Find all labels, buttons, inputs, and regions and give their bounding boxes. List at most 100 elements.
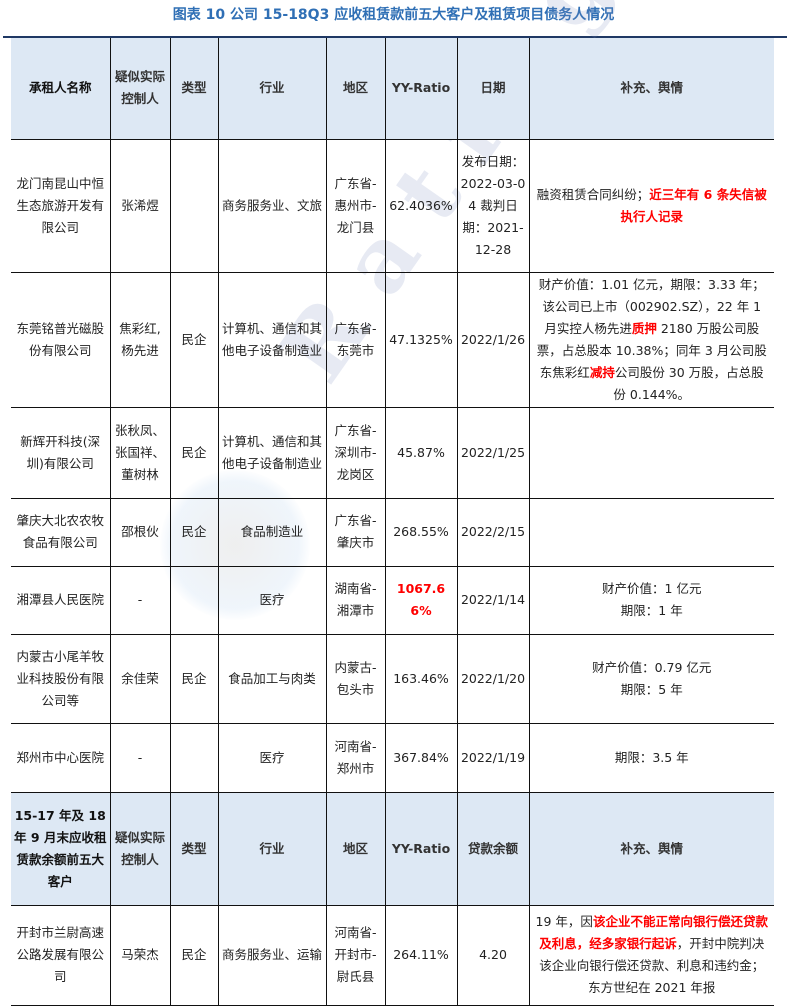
cell-lessee-name: 肇庆大北农农牧食品有限公司 <box>11 498 110 567</box>
cell-type <box>169 566 218 635</box>
cell-industry: 食品制造业 <box>217 498 326 567</box>
cell-date: 2022/1/19 <box>456 723 529 793</box>
cell-date: 2022/1/14 <box>456 566 529 635</box>
cell-yy-ratio: 62.4036% <box>384 139 457 273</box>
header-row-2: 15-17 年及 18 年 9 月末应收租赁款余额前五大客户 疑似实际控制人 类型行… <box>11 792 774 906</box>
cell-industry: 食品加工与肉类 <box>217 634 326 724</box>
remark-highlight: 减持 <box>589 364 615 380</box>
header-type: 类型 <box>169 792 218 906</box>
header-region: 地区 <box>325 38 385 140</box>
remark-text: 公司股份 30 万股，占总股份 0.144%。 <box>613 364 764 402</box>
cell-date: 4.20 <box>456 905 529 1006</box>
header-remark: 补充、舆情 <box>528 38 774 140</box>
header-remark: 补充、舆情 <box>528 792 774 906</box>
cell-date: 2022/2/15 <box>456 498 529 567</box>
cell-controller: 张浠煜 <box>109 139 170 273</box>
header-lessee-name: 15-17 年及 18 年 9 月末应收租赁款余额前五大客户 <box>11 792 110 906</box>
cell-industry: 商务服务业、运输 <box>217 905 326 1006</box>
header-lessee-name: 承租人名称 <box>11 38 110 140</box>
cell-type: 民企 <box>169 272 218 408</box>
cell-controller: 邵根伙 <box>109 498 170 567</box>
header-yy-ratio: YY-Ratio <box>384 38 457 140</box>
cell-remark: 财产价值：1 亿元 期限：1 年 <box>528 566 774 635</box>
cell-controller: 张秋凤、张国祥、董树林 <box>109 407 170 499</box>
header-row: 承租人名称 疑似实际控制人 类型 行业 地区 YY-Ratio 日期 补充、舆情 <box>11 38 774 140</box>
table-row: 内蒙古小尾羊牧业科技股份有限公司等 余佳荣 民企 食品加工与肉类 内蒙古-包头市 163.… <box>11 634 774 724</box>
cell-region: 广东省-惠州市-龙门县 <box>325 139 385 273</box>
cell-type: 民企 <box>169 407 218 499</box>
cell-type: 民企 <box>169 905 218 1006</box>
header-type: 类型 <box>169 38 218 140</box>
title-divider <box>3 36 787 38</box>
cell-remark <box>528 407 774 499</box>
table-row: 开封市兰尉高速公路发展有限公司 马荣杰 民企 商务服务业、运输 河南省-开封市-尉氏县 2… <box>11 905 774 1006</box>
table-row: 肇庆大北农农牧食品有限公司 邵根伙 民企 食品制造业 广东省-肇庆市 268.55% 202… <box>11 498 774 567</box>
remark-text: 19 年，因 <box>535 914 593 929</box>
cell-controller: - <box>109 566 170 635</box>
header-controller: 疑似实际控制人 <box>109 38 170 140</box>
cell-type <box>169 723 218 793</box>
cell-remark: 财产价值：0.79 亿元 期限：5 年 <box>528 634 774 724</box>
cell-remark: 融资租赁合同纠纷；近三年有 6 条失信被执行人记录 <box>528 139 774 273</box>
cell-industry: 计算机、通信和其他电子设备制造业 <box>217 272 326 408</box>
cell-lessee-name: 新辉开科技(深圳)有限公司 <box>11 407 110 499</box>
cell-type: 民企 <box>169 498 218 567</box>
table-row: 新辉开科技(深圳)有限公司 张秋凤、张国祥、董树林 民企 计算机、通信和其他电子设备制… <box>11 407 774 499</box>
cell-industry: 医疗 <box>217 566 326 635</box>
header-date: 贷款余额 <box>456 792 529 906</box>
remark-text: 2180 万股公司股票，占总股本 10.38%；同年 3 月公司股东焦彩红 <box>536 320 767 380</box>
cell-yy-ratio: 367.84% <box>384 723 457 793</box>
cell-industry: 医疗 <box>217 723 326 793</box>
header-controller: 疑似实际控制人 <box>109 792 170 906</box>
remark-text: 财产价值：1 亿元 <box>602 581 702 596</box>
header-date: 日期 <box>456 38 529 140</box>
cell-lessee-name: 内蒙古小尾羊牧业科技股份有限公司等 <box>11 634 110 724</box>
cell-yy-ratio: 45.87% <box>384 407 457 499</box>
cell-controller: - <box>109 723 170 793</box>
cell-date: 发布日期：2022-03-04 裁判日期：2021-12-28 <box>456 139 529 273</box>
table-row: 东莞铭普光磁股份有限公司 焦彩红,杨先进 民企 计算机、通信和其他电子设备制造业 广东省… <box>11 272 774 408</box>
cell-controller: 焦彩红,杨先进 <box>109 272 170 408</box>
cell-yy-ratio: 264.11% <box>384 905 457 1006</box>
cell-controller: 马荣杰 <box>109 905 170 1006</box>
cell-region: 河南省-郑州市 <box>325 723 385 793</box>
remark-highlight: 该企业不能正常向银行偿还贷款及利息，经多家银行起诉 <box>539 914 768 951</box>
cell-type <box>169 139 218 273</box>
table-title: 图表 10 公司 15-18Q3 应收租赁款前五大客户及租赁项目债务人情况 <box>172 7 615 23</box>
cell-region: 河南省-开封市-尉氏县 <box>325 905 385 1006</box>
table-row: 郑州市中心医院 - 医疗 河南省-郑州市 367.84% 2022/1/19 期限：3.5 … <box>11 723 774 793</box>
remark-text: 融资租赁合同纠纷； <box>536 186 650 202</box>
cell-type: 民企 <box>169 634 218 724</box>
cell-date: 2022/1/25 <box>456 407 529 499</box>
cell-region: 广东省-东莞市 <box>325 272 385 408</box>
cell-yy-ratio: 47.1325% <box>384 272 457 408</box>
table-row: 龙门南昆山中恒生态旅游开发有限公司 张浠煜 商务服务业、文旅 广东省-惠州市-龙门县 6… <box>11 139 774 273</box>
remark-text: 期限：5 年 <box>620 681 683 697</box>
cell-yy-ratio: 1067.66% <box>384 566 457 635</box>
cell-industry: 计算机、通信和其他电子设备制造业 <box>217 407 326 499</box>
remark-text: 财产价值：1.01 亿元，期限：3.33 年；该公司已上市（002902.SZ）… <box>538 276 765 336</box>
cell-yy-ratio: 163.46% <box>384 634 457 724</box>
cell-remark: 19 年，因该企业不能正常向银行偿还贷款及利息，经多家银行起诉，开封中院判决该企… <box>528 905 774 1006</box>
cell-date: 2022/1/26 <box>456 272 529 408</box>
header-yy-ratio: YY-Ratio <box>384 792 457 906</box>
cell-controller: 余佳荣 <box>109 634 170 724</box>
cell-yy-ratio: 268.55% <box>384 498 457 567</box>
cell-lessee-name: 龙门南昆山中恒生态旅游开发有限公司 <box>11 139 110 273</box>
cell-remark: 财产价值：1.01 亿元，期限：3.33 年；该公司已上市（002902.SZ）… <box>528 272 774 408</box>
remark-highlight: 质押 <box>631 320 657 336</box>
cell-remark <box>528 498 774 567</box>
cell-industry: 商务服务业、文旅 <box>217 139 326 273</box>
header-industry: 行业 <box>217 38 326 140</box>
cell-date: 2022/1/20 <box>456 634 529 724</box>
cell-lessee-name: 湘潭县人民医院 <box>11 566 110 635</box>
cell-lessee-name: 开封市兰尉高速公路发展有限公司 <box>11 905 110 1006</box>
cell-remark: 期限：3.5 年 <box>528 723 774 793</box>
cell-region: 湖南省-湘潭市 <box>325 566 385 635</box>
remark-text: 财产价值：0.79 亿元 <box>592 659 712 675</box>
header-region: 地区 <box>325 792 385 906</box>
table-row: 湘潭县人民医院 - 医疗 湖南省-湘潭市 1067.66% 2022/1/14 财产价值：1… <box>11 566 774 635</box>
cell-region: 广东省-深圳市-龙岗区 <box>325 407 385 499</box>
remark-text: ，开封中院判决该企业向银行偿还贷款、利息和违约金；东方世纪在 2021 年报 <box>539 936 765 995</box>
cell-lessee-name: 东莞铭普光磁股份有限公司 <box>11 272 110 408</box>
